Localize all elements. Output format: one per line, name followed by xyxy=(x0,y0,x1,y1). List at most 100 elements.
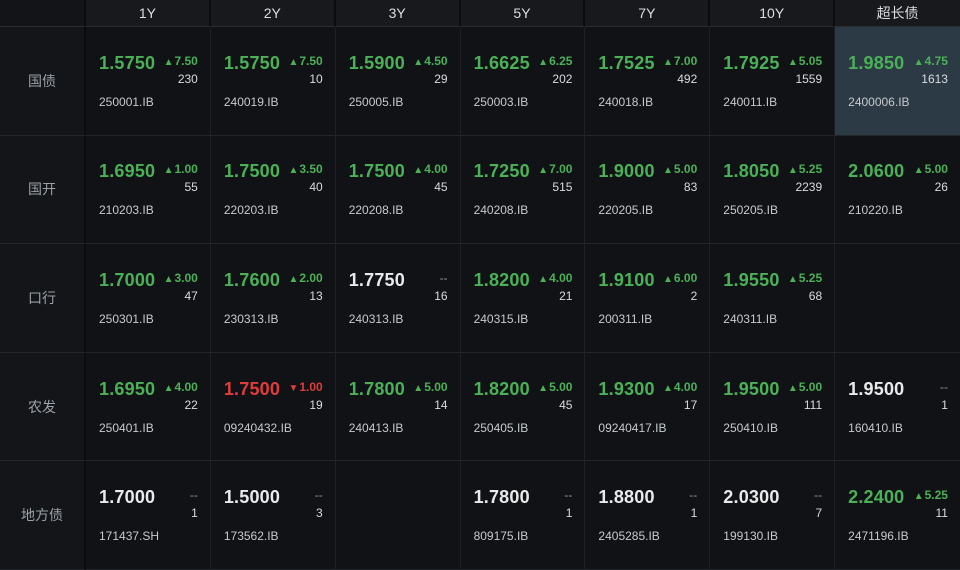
column-header-2Y[interactable]: 2Y xyxy=(210,0,336,27)
yield-value: 1.9500 xyxy=(848,378,905,399)
yield-value: 2.0300 xyxy=(723,487,780,508)
quote-cell[interactable]: 1.9000 ▲5.00 83 220205.IB xyxy=(585,135,711,245)
quote-cell[interactable]: 1.7500 ▼1.00 19 09240432.IB xyxy=(210,352,336,462)
change-value: ▲5.05 xyxy=(788,54,822,69)
yield-value: 1.6950 xyxy=(99,378,156,399)
quote-cell-top: 1.6950 ▲4.00 22 xyxy=(99,379,198,412)
yield-value: 1.7925 xyxy=(723,52,780,73)
change-volume-stack: ▲5.00 111 xyxy=(787,380,823,412)
change-value: ▲5.25 xyxy=(914,489,948,503)
column-header-10Y[interactable]: 10Y xyxy=(710,0,836,27)
quote-cell-top: 1.9300 ▲4.00 17 xyxy=(598,379,697,412)
change-value: ▲4.75 xyxy=(913,54,948,69)
quote-cell[interactable]: 1.9500 -- 1 160410.IB xyxy=(835,352,960,462)
volume: 111 xyxy=(803,397,823,412)
change-number: 3.00 xyxy=(174,270,198,285)
quote-cell[interactable]: 1.7800 ▲5.00 14 240413.IB xyxy=(335,352,461,462)
row-label: 口行 xyxy=(0,244,86,353)
quote-cell[interactable]: 1.8200 ▲5.00 45 250405.IB xyxy=(460,352,586,462)
quote-cell[interactable]: 1.7500 ▲3.50 40 220203.IB xyxy=(210,135,336,245)
volume: 1 xyxy=(191,506,198,521)
direction-arrow-icon: ▲ xyxy=(913,56,924,68)
change-value: -- xyxy=(813,489,822,503)
quote-cell-top: 1.9500 ▲5.00 111 xyxy=(723,379,822,412)
change-value: ▲5.00 xyxy=(538,380,572,395)
quote-cell[interactable]: 1.5750 ▲7.50 10 240019.IB xyxy=(210,27,336,136)
column-header-1Y[interactable]: 1Y xyxy=(86,0,211,27)
quote-cell[interactable]: 1.5000 -- 3 173562.IB xyxy=(210,461,336,570)
column-header-5Y[interactable]: 5Y xyxy=(460,0,586,27)
yield-value: 1.6625 xyxy=(473,52,530,73)
volume: 11 xyxy=(935,506,948,521)
change-volume-stack: ▲4.00 21 xyxy=(538,271,572,303)
change-number: 6.00 xyxy=(673,270,698,285)
volume: 14 xyxy=(434,397,448,412)
change-volume-stack: ▲7.50 230 xyxy=(164,54,198,86)
yield-value: 1.7800 xyxy=(473,487,530,508)
quote-cell[interactable]: 1.7000 ▲3.00 47 250301.IB xyxy=(86,244,211,353)
change-volume-stack: ▲5.00 45 xyxy=(538,380,572,412)
bond-code: 250005.IB xyxy=(348,94,404,109)
quote-cell[interactable]: 2.0300 -- 7 199130.IB xyxy=(710,461,836,570)
quote-cell[interactable]: 2.0600 ▲5.00 26 210220.IB xyxy=(835,135,960,245)
change-value: -- xyxy=(439,271,448,286)
change-volume-stack: ▲1.00 55 xyxy=(164,163,198,194)
quote-cell[interactable]: 1.6950 ▲4.00 22 250401.IB xyxy=(86,352,211,462)
change-volume-stack: ▲7.50 10 xyxy=(288,53,323,86)
quote-cell[interactable]: 1.9550 ▲5.25 68 240311.IB xyxy=(710,244,836,353)
quote-cell[interactable]: 1.7500 ▲4.00 45 220208.IB xyxy=(335,135,461,245)
change-number: 4.00 xyxy=(174,379,198,394)
quote-cell[interactable]: 1.7250 ▲7.00 515 240208.IB xyxy=(460,135,586,245)
quote-cell[interactable]: 1.7000 -- 1 171437.SH xyxy=(86,461,211,570)
direction-arrow-icon: ▲ xyxy=(538,273,549,285)
yield-value: 1.8200 xyxy=(473,269,530,290)
column-header-3Y[interactable]: 3Y xyxy=(335,0,461,27)
change-value: ▲6.00 xyxy=(663,270,698,286)
quote-cell[interactable]: 1.7800 -- 1 809175.IB xyxy=(460,461,586,570)
change-volume-stack: ▲5.25 68 xyxy=(788,271,822,303)
quote-cell[interactable]: 1.8200 ▲4.00 21 240315.IB xyxy=(460,244,586,353)
change-volume-stack: ▲3.50 40 xyxy=(288,163,322,194)
quote-cell[interactable]: 1.5900 ▲4.50 29 250005.IB xyxy=(335,27,461,136)
row-label: 国开 xyxy=(0,135,86,245)
quote-cell-top: 1.8800 -- 1 xyxy=(598,487,697,520)
direction-arrow-icon: ▲ xyxy=(787,382,798,394)
change-value: ▲2.00 xyxy=(288,271,322,286)
quote-cell[interactable]: 1.5750 ▲7.50 230 250001.IB xyxy=(86,27,211,136)
quote-cell[interactable]: 1.9100 ▲6.00 2 200311.IB xyxy=(585,244,711,353)
board-row: 农发 1.6950 ▲4.00 22 250401.IB 1.7500 ▼1.0… xyxy=(0,352,960,462)
change-value: ▲4.00 xyxy=(538,271,572,286)
direction-arrow-icon: ▲ xyxy=(663,56,673,68)
quote-cell[interactable]: 1.7525 ▲7.00 492 240018.IB xyxy=(585,27,711,136)
yield-value: 1.7600 xyxy=(223,269,281,290)
change-number: -- xyxy=(814,488,823,503)
quote-cell[interactable]: 2.2400 ▲5.25 11 2471196.IB xyxy=(835,461,960,570)
change-number: 7.50 xyxy=(299,53,323,68)
change-volume-stack: ▲5.05 1559 xyxy=(788,54,822,86)
quote-cell[interactable]: 1.7750 -- 16 240313.IB xyxy=(335,244,461,353)
volume: 1613 xyxy=(921,71,948,86)
change-volume-stack: ▲5.00 26 xyxy=(914,163,948,194)
volume: 45 xyxy=(434,180,448,195)
quote-cell[interactable]: 1.6625 ▲6.25 202 250003.IB xyxy=(460,27,586,136)
change-value: -- xyxy=(314,489,323,503)
change-value: ▲4.00 xyxy=(663,380,697,395)
board-row: 口行 1.7000 ▲3.00 47 250301.IB 1.7600 ▲2.0… xyxy=(0,244,960,353)
change-number: 5.25 xyxy=(798,162,823,177)
column-header-7Y[interactable]: 7Y xyxy=(585,0,711,27)
bond-code: 2400006.IB xyxy=(848,94,910,109)
quote-cell[interactable]: 1.9500 ▲5.00 111 250410.IB xyxy=(710,352,836,462)
quote-cell[interactable]: 1.7925 ▲5.05 1559 240011.IB xyxy=(710,27,836,136)
column-header-超长债[interactable]: 超长债 xyxy=(835,0,960,27)
direction-arrow-icon: ▲ xyxy=(787,165,798,177)
quote-cell[interactable]: 1.8800 -- 1 2405285.IB xyxy=(585,461,711,570)
quote-cell[interactable]: 1.7600 ▲2.00 13 230313.IB xyxy=(210,244,336,353)
bond-code: 173562.IB xyxy=(223,529,279,544)
change-number: -- xyxy=(564,488,573,503)
change-volume-stack: ▲7.00 515 xyxy=(538,163,572,194)
quote-cell[interactable]: 1.9850 ▲4.75 1613 2400006.IB xyxy=(835,27,960,136)
quote-cell[interactable]: 1.6950 ▲1.00 55 210203.IB xyxy=(86,135,211,245)
quote-cell[interactable]: 1.9300 ▲4.00 17 09240417.IB xyxy=(585,352,711,462)
quote-cell[interactable]: 1.8050 ▲5.25 2239 250205.IB xyxy=(710,135,836,245)
volume: 1 xyxy=(565,506,573,521)
